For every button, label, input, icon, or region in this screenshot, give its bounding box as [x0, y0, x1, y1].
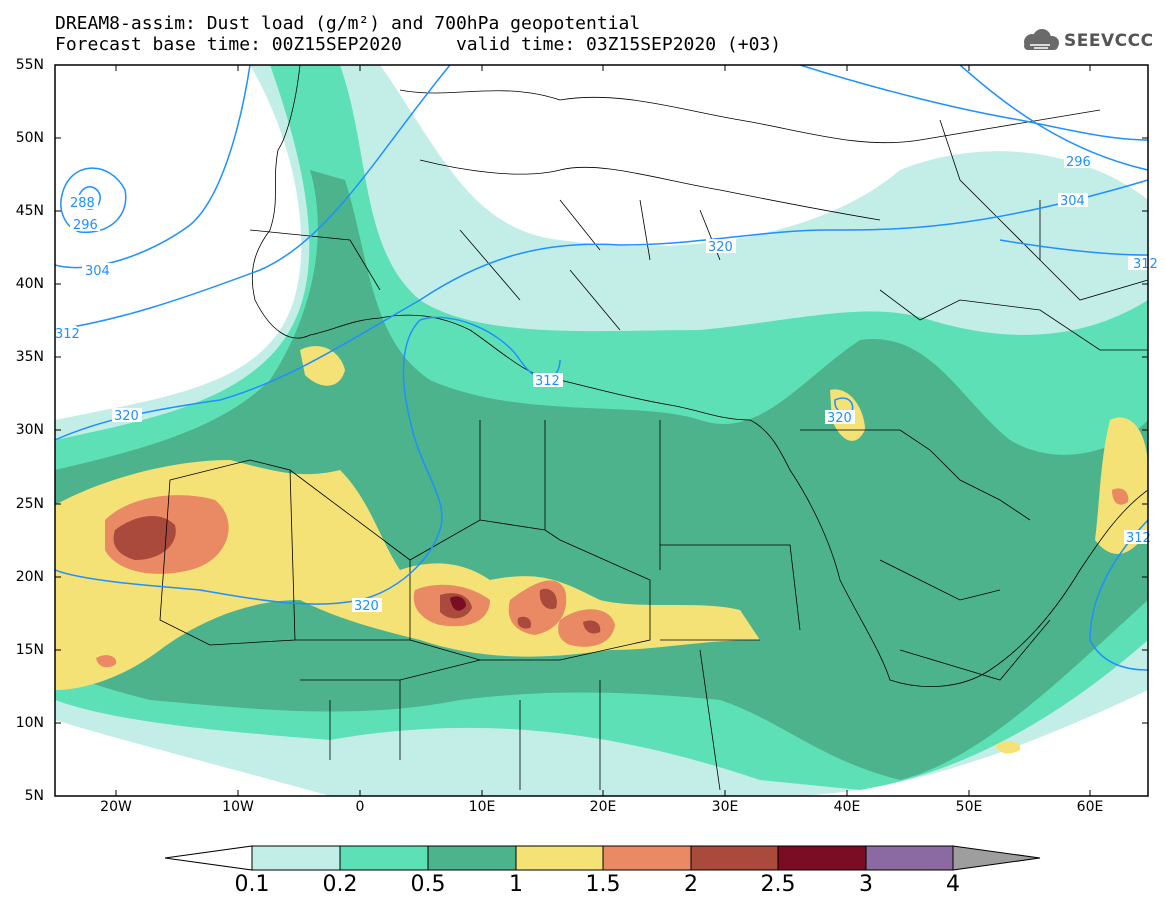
colorbar-tick: 0.1 — [234, 872, 270, 897]
contour-label: 320 — [708, 240, 733, 255]
contour-label: 304 — [85, 264, 110, 279]
map-title: DREAM8-assim: Dust load (g/m²) and 700hP… — [55, 13, 641, 34]
lat-label: 15N — [15, 642, 44, 658]
colorbar-tick: 0.5 — [410, 872, 446, 897]
lat-label: 25N — [15, 496, 44, 512]
lon-label: 20W — [100, 799, 132, 815]
lon-label: 40E — [833, 799, 861, 815]
cloud-icon — [1024, 29, 1059, 50]
lat-label: 50N — [15, 130, 44, 146]
contour-label: 320 — [354, 599, 379, 614]
colorbar — [164, 845, 1041, 871]
colorbar-bin — [515, 845, 604, 871]
lon-label: 30E — [711, 799, 739, 815]
axis-ticks — [55, 64, 1148, 797]
colorbar-bin — [251, 845, 341, 871]
contour-label: 288 — [70, 196, 95, 211]
lon-label: 20E — [589, 799, 617, 815]
lat-label: 45N — [15, 203, 44, 219]
colorbar-tick: 4 — [946, 872, 960, 897]
lat-label: 40N — [15, 276, 44, 292]
contour-label: 312 — [535, 374, 560, 389]
lat-label: 55N — [15, 57, 44, 73]
contour-label: 296 — [73, 218, 98, 233]
lat-label: 5N — [24, 788, 44, 804]
lat-label: 35N — [15, 349, 44, 365]
colorbar-bin — [339, 845, 429, 871]
lat-label: 30N — [15, 422, 44, 438]
lon-label: 10W — [222, 799, 254, 815]
geopotential-contours — [55, 65, 1148, 671]
colorbar-bin — [865, 845, 954, 871]
colorbar-tick: 1 — [509, 872, 523, 897]
country-borders — [159, 65, 1148, 791]
lon-label: 50E — [955, 799, 983, 815]
contour-label-group: 288 296 304 312 320 312 320 320 296 304 … — [55, 154, 1158, 614]
colorbar-low-arrow — [164, 845, 253, 871]
lon-label: 60E — [1076, 799, 1104, 815]
colorbar-tick: 2.5 — [760, 872, 796, 897]
contour-label: 312 — [1133, 257, 1158, 272]
colorbar-bin — [427, 845, 517, 871]
colorbar-high-arrow — [952, 845, 1041, 871]
seevccc-logo-text: SEEVCCC — [1064, 31, 1154, 51]
contour-label: 312 — [1126, 531, 1151, 546]
map-subtitle-times: Forecast base time: 00Z15SEP2020 valid t… — [55, 34, 782, 55]
contour-label: 320 — [114, 409, 139, 424]
colorbar-bin — [777, 845, 867, 871]
lat-label: 20N — [15, 569, 44, 585]
colorbar-tick: 2 — [684, 872, 698, 897]
contour-label: 296 — [1066, 155, 1091, 170]
colorbar-tick: 3 — [859, 872, 873, 897]
lon-label: 0 — [355, 799, 365, 815]
lon-label: 10E — [468, 799, 496, 815]
lat-label: 10N — [15, 715, 44, 731]
contour-label: 304 — [1060, 194, 1085, 209]
contour-label: 312 — [55, 327, 80, 342]
colorbar-tick: 1.5 — [585, 872, 621, 897]
colorbar-bin — [690, 845, 779, 871]
dust-fill-layer — [55, 65, 1148, 796]
contour-label: 320 — [827, 411, 852, 426]
colorbar-tick: 0.2 — [322, 872, 358, 897]
colorbar-bin — [602, 845, 692, 871]
